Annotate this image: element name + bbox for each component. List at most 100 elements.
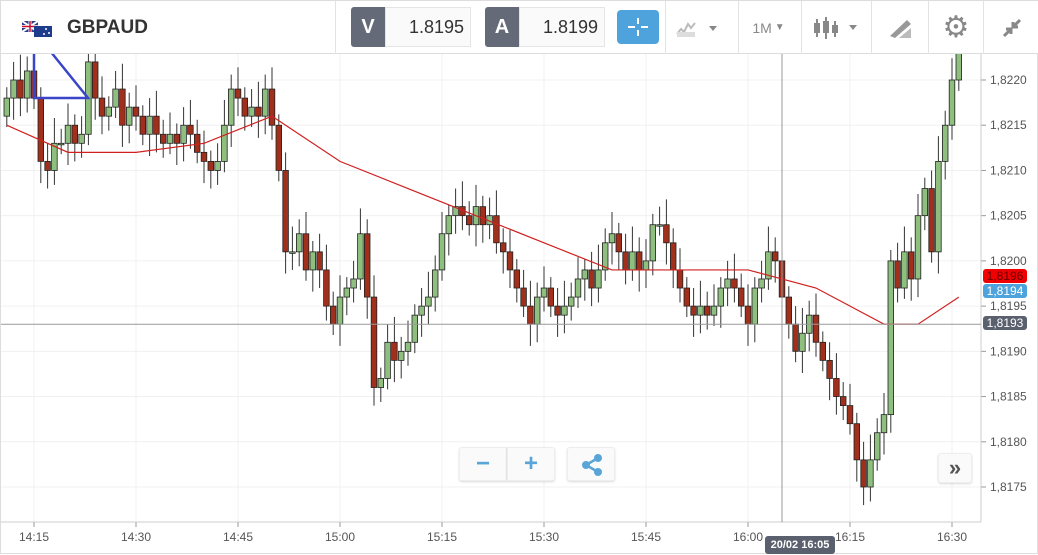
candle-down (588, 269, 595, 289)
caret-down-icon: ▼ (774, 22, 785, 33)
candle-up (568, 296, 575, 307)
candle-down (329, 305, 337, 325)
candle-up (758, 278, 765, 289)
candle-down (323, 269, 330, 307)
zoom-out-button[interactable]: − (459, 447, 507, 481)
y-tick-label: 1,8220 (990, 73, 1027, 87)
candle-down (792, 323, 799, 352)
candle-down (302, 233, 310, 271)
chart-type-icon (675, 21, 717, 37)
candle-down (207, 160, 214, 171)
candle-up (608, 233, 616, 244)
crosshair-icon (628, 18, 648, 36)
candle-up (425, 296, 432, 307)
candle-up (948, 79, 956, 126)
triangle-drawing (32, 27, 91, 100)
x-tick-label: 15:45 (631, 530, 661, 544)
candle-up (880, 414, 888, 434)
candle-down (772, 251, 779, 262)
candle-down (846, 405, 854, 425)
candle-up (64, 124, 72, 144)
candle-down (785, 296, 792, 325)
candle-up (710, 305, 718, 316)
x-tick-label: 14:45 (223, 530, 253, 544)
candle-up (799, 332, 806, 352)
candle-down (704, 305, 711, 316)
candle-up (935, 160, 942, 253)
moving-average-line (6, 115, 960, 325)
x-tick-label: 15:15 (427, 530, 457, 544)
candle-up (751, 287, 758, 325)
candle-up (697, 305, 704, 316)
candle-up (404, 341, 412, 352)
scroll-to-end-button[interactable]: » (938, 453, 972, 483)
candle-down (316, 251, 323, 271)
candle-down (812, 314, 820, 343)
timeframe-dropdown[interactable]: 1M ▼ (738, 1, 798, 54)
candle-up (649, 224, 656, 262)
cursor-price-tag: 1,8193 (983, 316, 1027, 330)
candle-up (180, 124, 187, 144)
candle-down (527, 305, 534, 325)
candle-down (153, 115, 160, 135)
candle-down (255, 106, 262, 117)
candle-up (561, 305, 568, 316)
candle-up (921, 188, 928, 217)
candle-up (309, 251, 316, 271)
candle-down (506, 251, 514, 271)
candle-style-button[interactable] (801, 1, 871, 54)
candle-up (350, 278, 357, 289)
candle-up (343, 287, 350, 298)
y-tick-label: 1,8185 (990, 390, 1027, 404)
candle-up (724, 278, 731, 289)
candle-down (98, 97, 106, 117)
candles-icon (813, 16, 857, 39)
candle-down (744, 305, 752, 325)
settings-button[interactable]: ⚙ (928, 1, 983, 54)
buy-label[interactable]: A (485, 7, 519, 47)
candle-up (248, 106, 255, 117)
candle-up (10, 79, 17, 99)
price-panel (335, 1, 617, 54)
candle-up (540, 287, 548, 298)
candle-down (499, 242, 507, 253)
candle-up (867, 459, 874, 488)
share-button[interactable] (567, 447, 615, 481)
candle-down (234, 88, 242, 99)
cursor-time-tag: 20/02 16:05 (765, 536, 835, 554)
candle-up (78, 133, 85, 144)
sell-price[interactable]: 1.8195 (385, 7, 471, 47)
candle-up (51, 142, 58, 171)
buy-price[interactable]: 1.8199 (519, 7, 605, 47)
crosshair-button[interactable] (617, 10, 659, 44)
candle-down (193, 133, 201, 153)
candle-down (119, 88, 126, 126)
candle-up (629, 251, 636, 271)
draw-tools-button[interactable] (871, 1, 928, 54)
collapse-button[interactable] (983, 1, 1038, 54)
candle-down (676, 269, 684, 289)
zoom-in-button[interactable]: + (507, 447, 555, 481)
candle-up (595, 269, 602, 289)
candle-down (71, 124, 78, 144)
candle-up (112, 88, 119, 108)
candle-up (942, 124, 949, 162)
candle-up (357, 233, 364, 280)
candle-down (670, 242, 677, 271)
chart-type-button[interactable] (665, 1, 729, 54)
symbol-title: GBPAUD (67, 17, 148, 38)
candle-down (554, 305, 561, 316)
candle-up (126, 106, 133, 126)
x-tick-label: 15:00 (325, 530, 355, 544)
candle-up (397, 350, 405, 361)
sell-label[interactable]: V (351, 7, 385, 47)
candle-up (574, 278, 582, 298)
candle-down (159, 133, 167, 144)
candle-up (452, 206, 459, 217)
candle-down (370, 296, 378, 388)
candle-up (445, 215, 452, 235)
collapse-icon (1002, 18, 1021, 37)
candle-down (493, 215, 500, 244)
candle-down (44, 160, 51, 171)
